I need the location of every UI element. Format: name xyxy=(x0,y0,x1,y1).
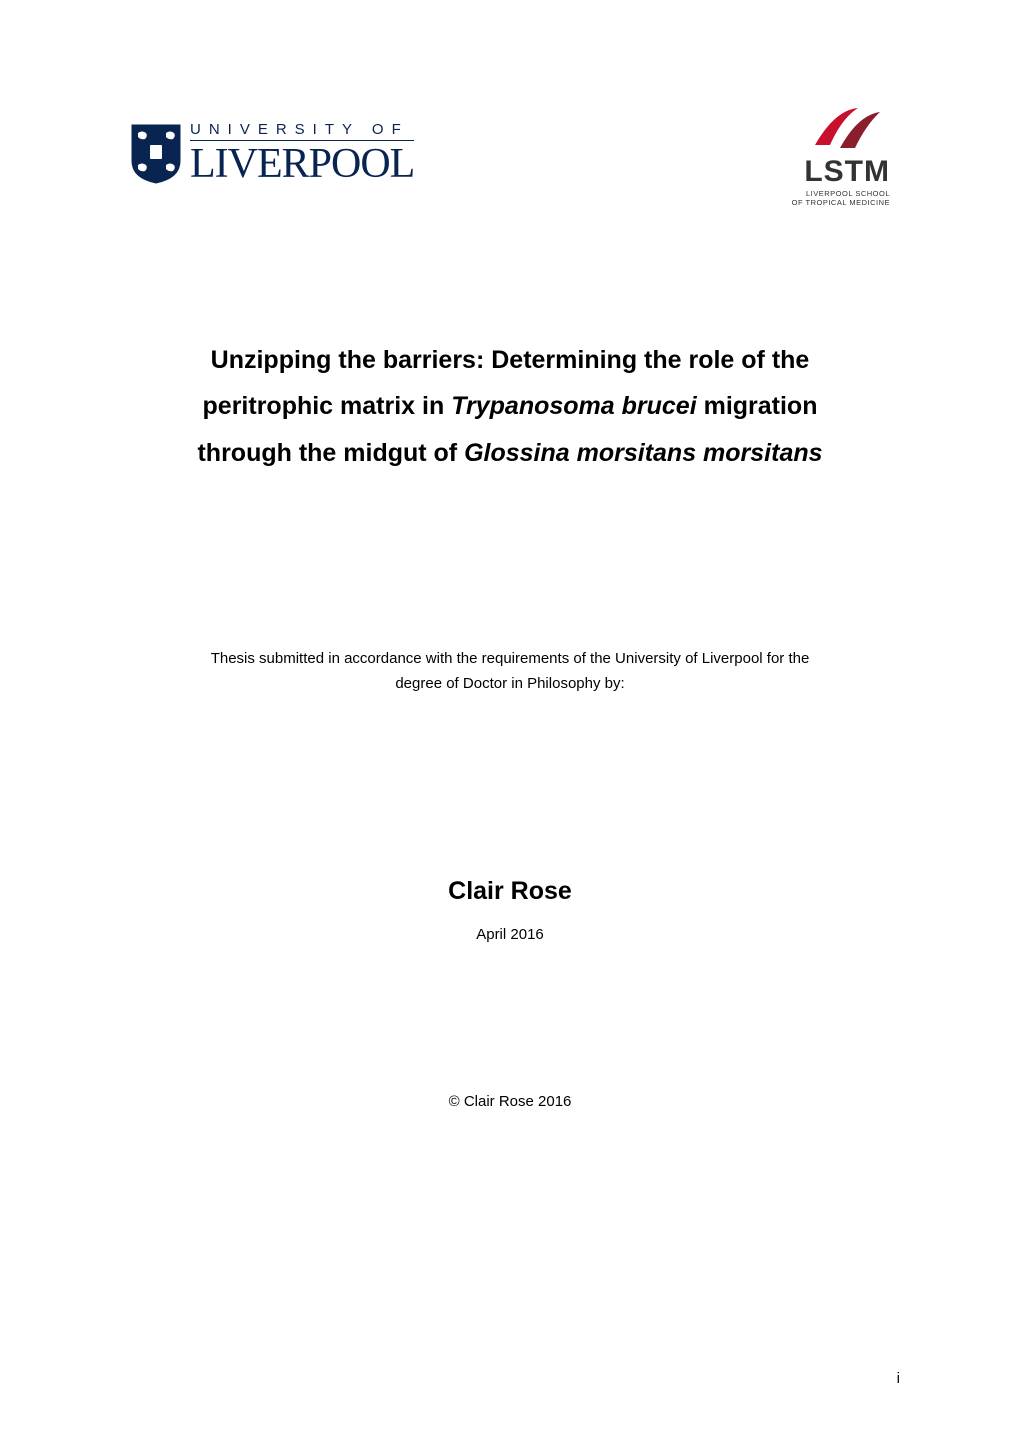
thesis-date: April 2016 xyxy=(120,926,900,943)
lstm-swoosh-icon xyxy=(790,100,890,155)
liverpool-name-text: LIVERPOOL xyxy=(190,143,414,185)
title-line2-suffix: migration xyxy=(697,392,818,420)
submission-line2: degree of Doctor in Philosophy by: xyxy=(395,675,624,692)
logos-container: UNIVERSITY OF LIVERPOOL LSTM LIVERPOOL S… xyxy=(120,100,900,207)
title-line3-prefix: through the midgut of xyxy=(197,439,464,467)
thesis-title: Unzipping the barriers: Determining the … xyxy=(120,337,900,476)
title-line2-italic: Trypanosoma brucei xyxy=(451,392,696,420)
title-line2-prefix: peritrophic matrix in xyxy=(203,392,452,420)
author-name: Clair Rose xyxy=(120,877,900,906)
title-line1: Unzipping the barriers: Determining the … xyxy=(211,346,810,374)
lstm-subtitle: LIVERPOOL SCHOOL OF TROPICAL MEDICINE xyxy=(792,189,890,207)
submission-line1: Thesis submitted in accordance with the … xyxy=(211,650,810,667)
page-number: i xyxy=(897,1370,900,1387)
lstm-subtitle-line2: OF TROPICAL MEDICINE xyxy=(792,198,890,207)
liverpool-text-group: UNIVERSITY OF LIVERPOOL xyxy=(190,122,414,185)
liverpool-university-of-text: UNIVERSITY OF xyxy=(190,122,414,141)
copyright-text: © Clair Rose 2016 xyxy=(120,1093,900,1110)
lstm-name-text: LSTM xyxy=(804,155,890,189)
lstm-logo: LSTM LIVERPOOL SCHOOL OF TROPICAL MEDICI… xyxy=(790,100,890,207)
university-of-liverpool-logo: UNIVERSITY OF LIVERPOOL xyxy=(130,122,414,185)
liverpool-shield-icon xyxy=(130,123,182,185)
submission-text: Thesis submitted in accordance with the … xyxy=(120,646,900,697)
lstm-subtitle-line1: LIVERPOOL SCHOOL xyxy=(806,189,890,198)
title-line3-italic: Glossina morsitans morsitans xyxy=(464,439,822,467)
